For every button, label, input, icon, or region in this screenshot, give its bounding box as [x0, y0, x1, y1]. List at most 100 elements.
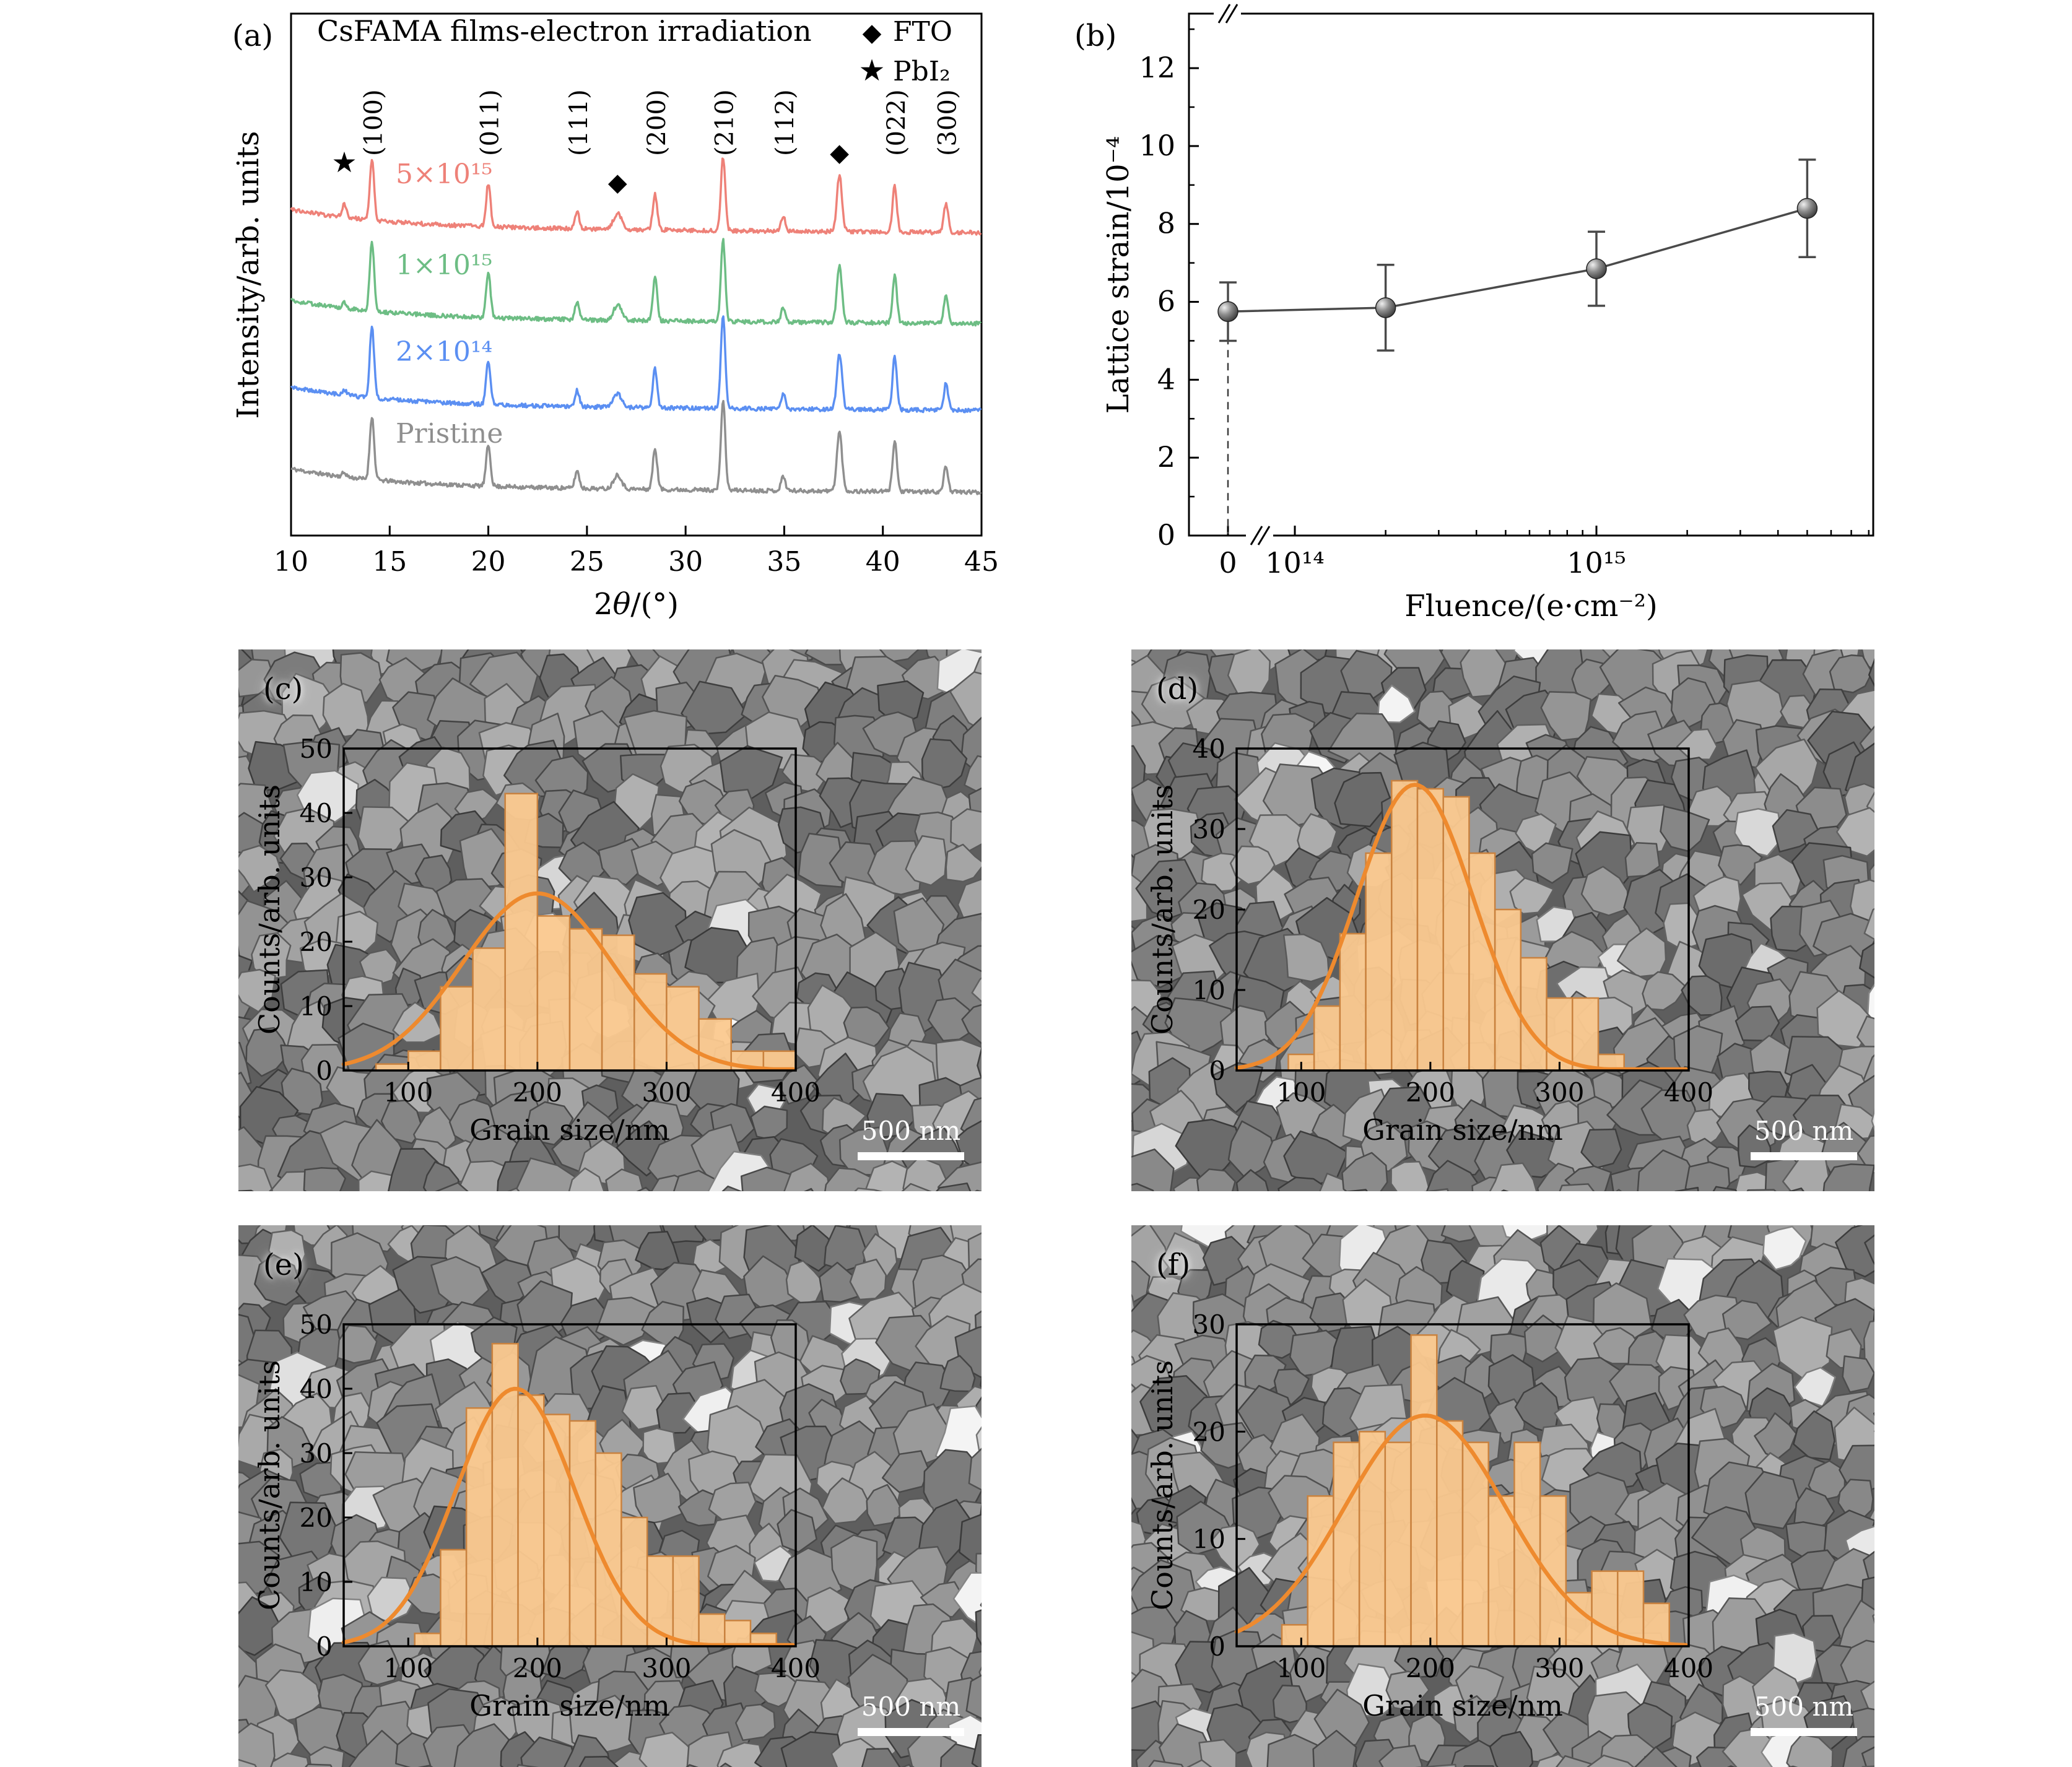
- xrd-curve: [290, 238, 982, 327]
- grain: [1227, 649, 1271, 698]
- histogram-bar: [672, 1555, 700, 1648]
- y-tick-label: 0: [1209, 1631, 1225, 1662]
- y-tick-label: 20: [300, 1503, 333, 1533]
- x-tick-label: 400: [1664, 1653, 1713, 1683]
- grain: [965, 1674, 982, 1719]
- grain: [337, 1324, 378, 1364]
- y-axis-title: Intensity/arb. units: [231, 131, 266, 419]
- panel-label-e: (e): [263, 1248, 304, 1282]
- peak-hkl-label: (022): [882, 89, 911, 156]
- y-axis-title: Counts/arb. units: [1146, 1360, 1179, 1610]
- xrd-curve: [290, 157, 982, 236]
- peak-hkl-label: (111): [565, 89, 593, 156]
- grain: [1842, 1355, 1874, 1393]
- peak-hkl-label: (100): [360, 89, 388, 156]
- grain: [1175, 1119, 1242, 1184]
- grain: [1772, 1632, 1817, 1686]
- histogram-bar: [517, 1394, 545, 1648]
- panel-c-sem-image: 0 10 20 30 40 50 100 200 300 400 Grain size/nm Coun…: [238, 649, 982, 1191]
- grain: [605, 1168, 645, 1191]
- panel-label-c: (c): [263, 672, 303, 706]
- grain: [945, 843, 982, 883]
- grain: [357, 1639, 400, 1686]
- grain: [1735, 1171, 1774, 1191]
- panel-label-f: (f): [1156, 1248, 1191, 1282]
- y-tick-label: 2: [1157, 440, 1175, 474]
- y-tick-label: 20: [1193, 895, 1225, 925]
- histogram-bar: [1416, 788, 1444, 1072]
- histogram-bar: [666, 986, 700, 1072]
- grain: [1414, 1763, 1457, 1767]
- series-label: Pristine: [396, 418, 503, 449]
- panel-e-sem-image: 0 10 20 30 40 50 100 200 300 400 Grain size/nm Coun…: [238, 1225, 982, 1767]
- grain: [1860, 1680, 1874, 1713]
- grain: [1835, 1225, 1874, 1278]
- y-tick-label: 12: [1139, 51, 1175, 84]
- peak-hkl-label: (112): [771, 89, 799, 156]
- grain: [1746, 1189, 1777, 1191]
- grain: [661, 1225, 707, 1244]
- x-axis-title: Grain size/nm: [469, 1113, 670, 1147]
- grain: [1835, 807, 1874, 857]
- grain: [1822, 1163, 1874, 1191]
- sem-texture: [1131, 649, 1874, 1191]
- data-point-sphere: [1375, 297, 1396, 318]
- histogram-bar: [698, 1613, 726, 1648]
- histogram-bar: [504, 792, 539, 1072]
- y-tick-label: 10: [300, 991, 333, 1022]
- grain: [940, 1743, 982, 1767]
- plot-frame: [342, 1323, 797, 1648]
- x-tick-label: 100: [1276, 1653, 1326, 1683]
- x-axis-title: Fluence/(e·cm⁻²): [1404, 589, 1657, 623]
- x-tick-label: 10¹⁴: [1265, 546, 1324, 580]
- plot-frame: [290, 12, 983, 537]
- grain: [1186, 1759, 1212, 1767]
- grain-size-histogram-d: 0 10 20 30 40 100 200 300 400 Grain size/nm Counts…: [1146, 734, 1857, 1160]
- grain: [1450, 1739, 1506, 1767]
- grain: [1266, 1734, 1323, 1767]
- scale-bar: [1751, 1152, 1857, 1160]
- grain: [1866, 791, 1874, 816]
- grain: [1509, 877, 1554, 915]
- data-point-sphere: [1586, 258, 1607, 279]
- x-tick-label: 300: [642, 1077, 691, 1108]
- y-tick-label: 10: [1139, 129, 1175, 162]
- y-tick-label: 10: [1193, 1524, 1225, 1555]
- grain: [968, 1448, 982, 1491]
- histogram-bar: [440, 1548, 468, 1648]
- y-tick-label: 10: [300, 1567, 333, 1597]
- x-tick-label: 300: [642, 1653, 691, 1683]
- grain: [1762, 1225, 1807, 1270]
- grain: [1340, 649, 1393, 701]
- scale-bar: [858, 1728, 964, 1736]
- grain: [1681, 975, 1723, 1016]
- grain: [937, 1161, 982, 1191]
- pbi2-star-marker: ★: [331, 145, 357, 179]
- x-tick-label: 200: [1406, 1077, 1455, 1108]
- grain: [750, 1105, 788, 1141]
- y-tick-label: 6: [1157, 285, 1175, 318]
- y-tick-label: 40: [1193, 734, 1225, 764]
- panel-f-sem-image: 0 10 20 30 100 200 300 400 Grain size/nm Counts/a…: [1131, 1225, 1874, 1767]
- grain: [901, 1183, 932, 1191]
- peak-hkl-label: (300): [934, 89, 962, 156]
- grain: [1258, 1319, 1299, 1359]
- y-tick-label: 10: [1193, 975, 1225, 1005]
- y-tick-label: 0: [1209, 1056, 1225, 1086]
- y-tick-label: 40: [300, 1374, 333, 1404]
- grain-size-histogram-f: 0 10 20 30 100 200 300 400 Grain size/nm Counts/a…: [1146, 1309, 1857, 1736]
- grain: [1861, 1746, 1874, 1767]
- grain: [1196, 1168, 1236, 1191]
- grain: [357, 1170, 395, 1191]
- axis-break-slash: [1257, 526, 1271, 545]
- histogram-bar: [440, 986, 474, 1072]
- x-tick-label: 35: [767, 546, 801, 578]
- grain: [901, 1763, 912, 1767]
- grain: [975, 1609, 982, 1646]
- peak-hkl-label: (200): [643, 89, 671, 156]
- scale-bar-label: 500 nm: [1754, 1116, 1853, 1146]
- trend-line: [1227, 207, 1808, 313]
- y-tick-label: 20: [300, 927, 333, 957]
- x-tick-label: 100: [383, 1077, 433, 1108]
- grain: [824, 1167, 879, 1191]
